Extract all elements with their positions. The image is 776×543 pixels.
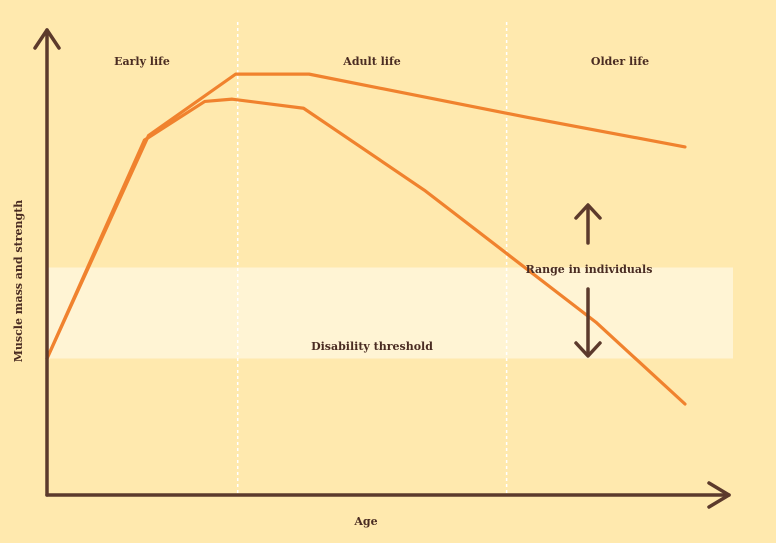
range-arrow-up-head (574, 203, 602, 220)
x-axis-arrowhead (707, 481, 731, 509)
y-axis-arrowhead (33, 28, 61, 50)
threshold-label: Disability threshold (311, 340, 433, 353)
x-axis (45, 481, 731, 509)
series-layer (45, 72, 687, 406)
phase-label-older: Older life (591, 55, 649, 68)
series-line-2 (45, 97, 687, 406)
range-arrow (574, 203, 602, 358)
x-axis-label: Age (353, 515, 377, 528)
y-axis-label: Muscle mass and strength (12, 200, 25, 363)
phase-label-early: Early life (114, 55, 170, 68)
phase-label-adult: Adult life (342, 55, 400, 68)
range-arrow-down-head (574, 341, 602, 358)
range-label: Range in individuals (526, 263, 653, 276)
y-axis (33, 28, 61, 497)
